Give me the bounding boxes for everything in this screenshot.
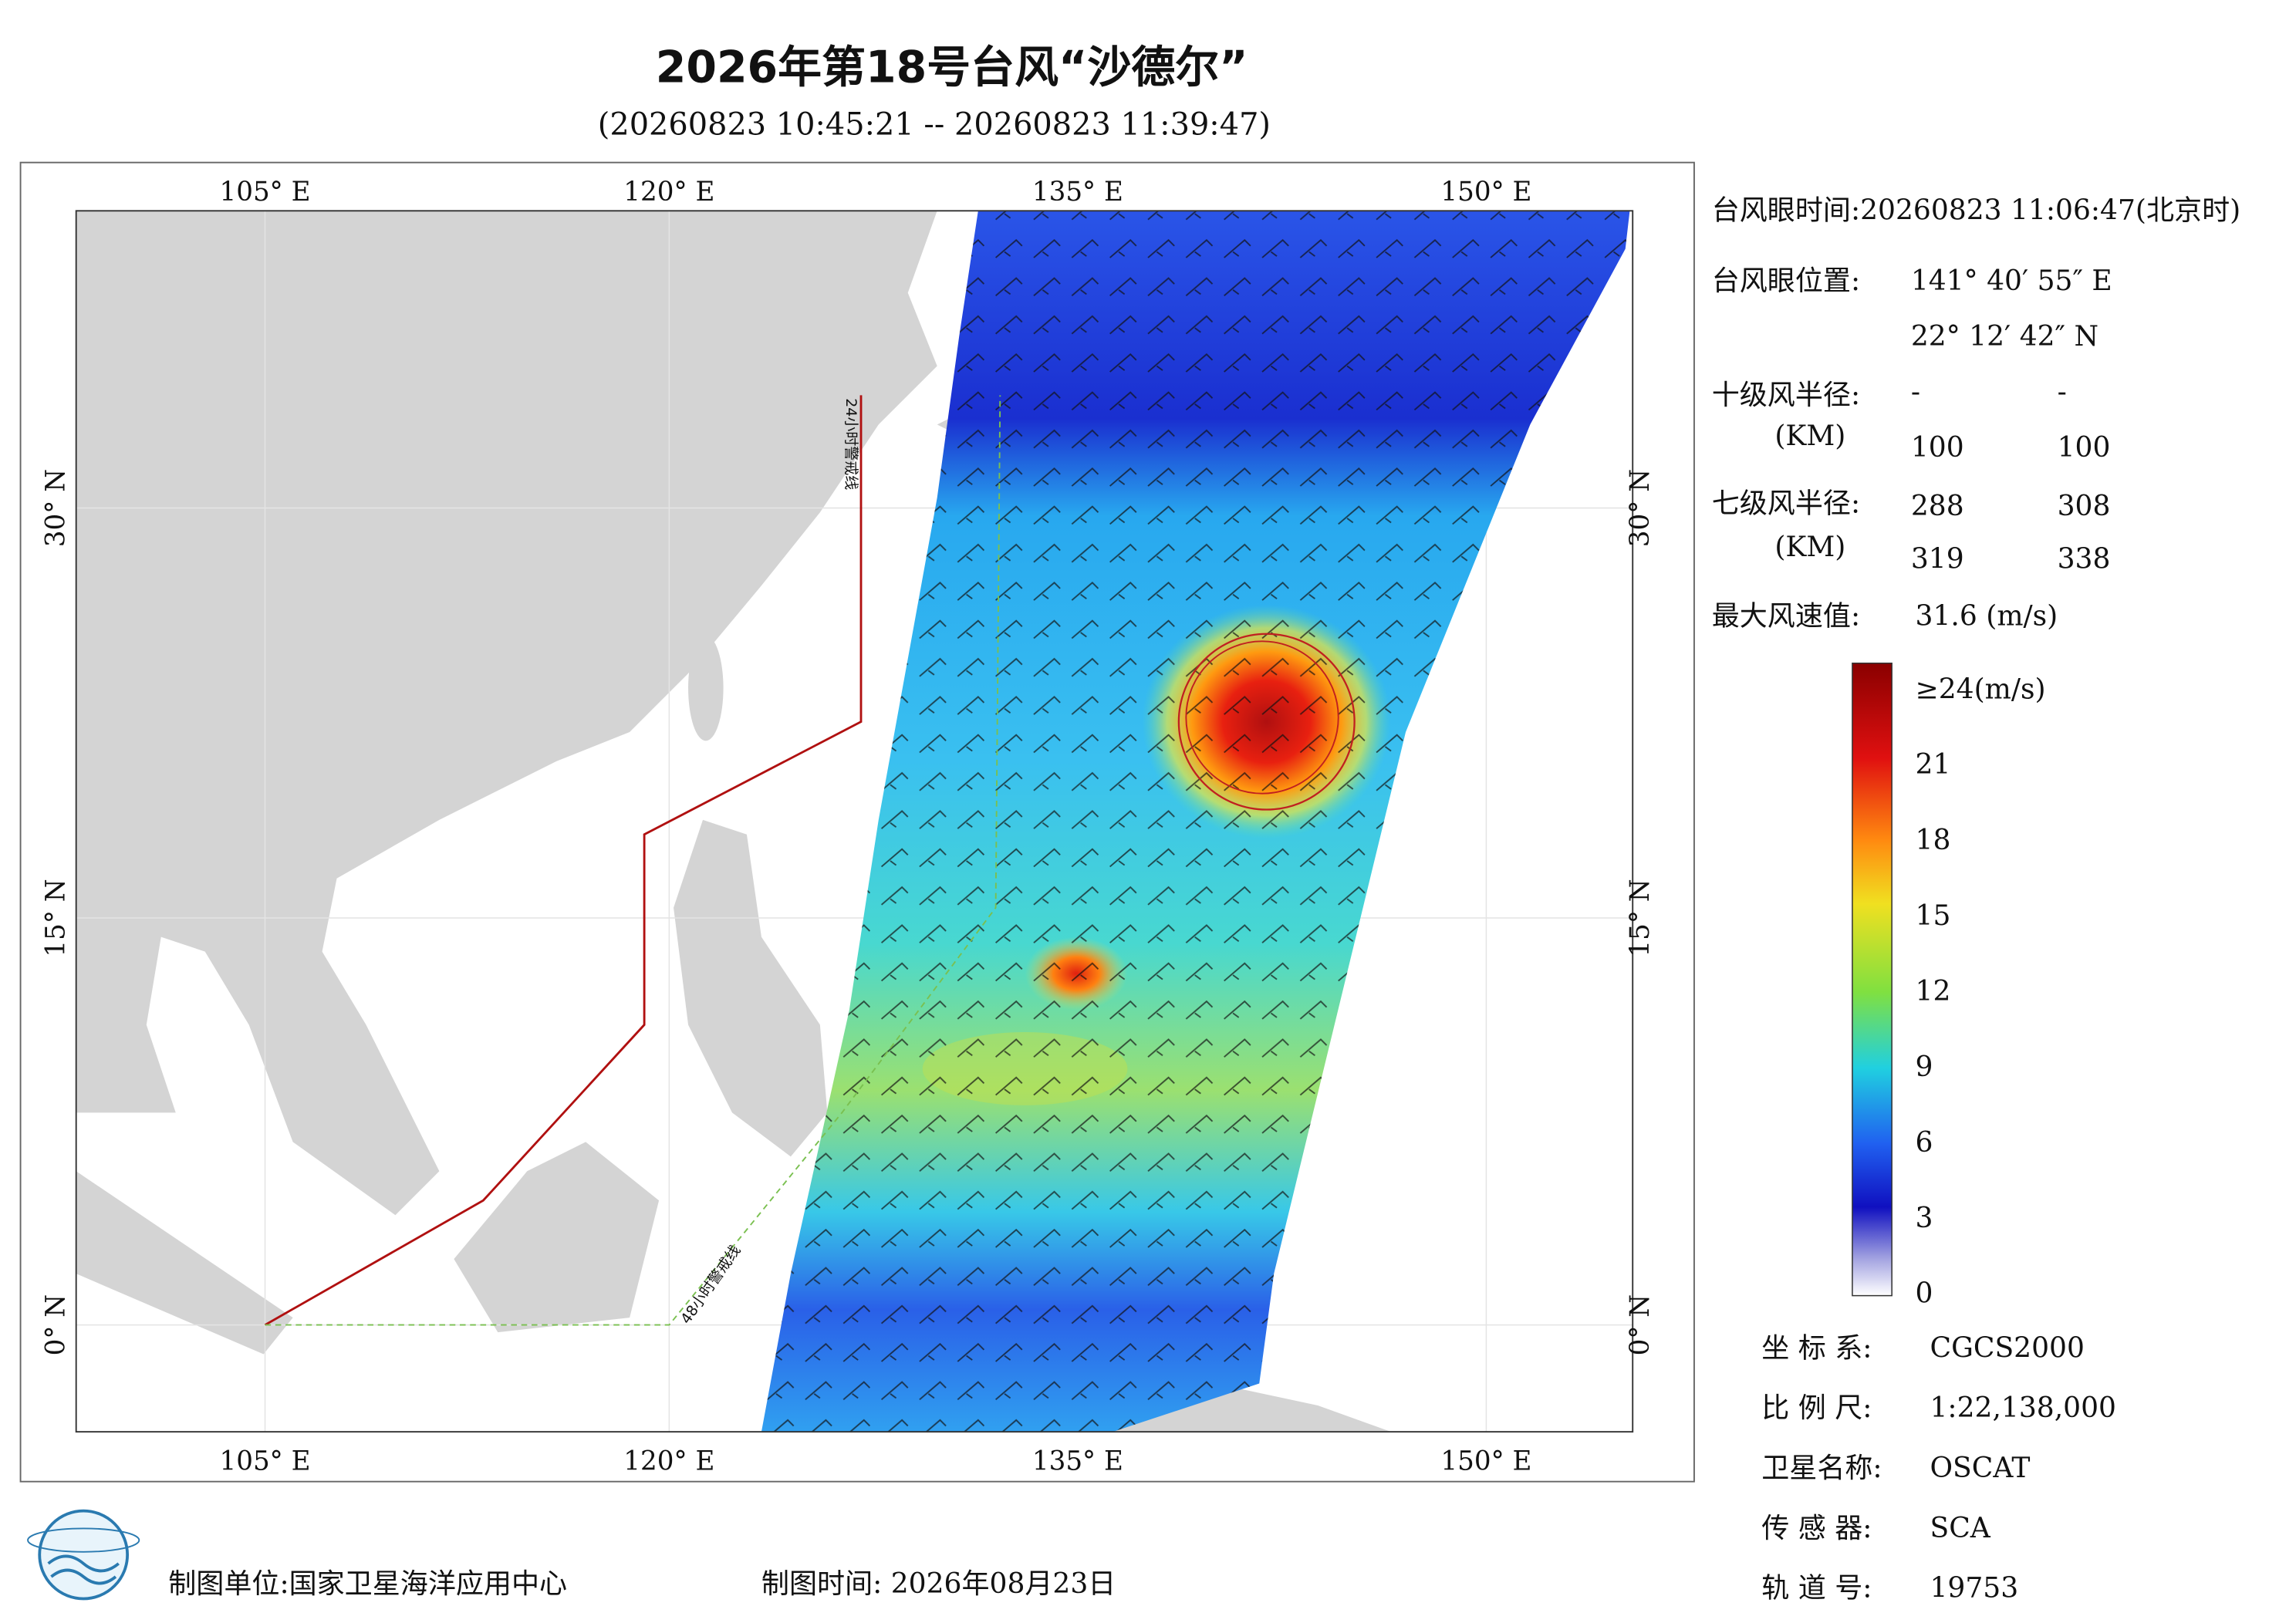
meta-value: SCA (1930, 1512, 1991, 1544)
meta-label: 坐 标 系: (1761, 1331, 1872, 1364)
metadata: 坐 标 系: CGCS2000 比 例 尺: 1:22,138,000 卫星名称: OSC… (1761, 1331, 2116, 1604)
colorbar-label: 6 (1916, 1126, 1933, 1159)
meta-label: 轨 道 号: (1761, 1572, 1872, 1604)
colorbar-label: 0 (1916, 1277, 1933, 1310)
colorbar-label: 3 (1916, 1202, 1933, 1234)
eye-lat: 22° 12′ 42″ N (1911, 320, 2098, 353)
colorbar (1852, 662, 1893, 1297)
info-panel: 台风眼时间:20260823 11:06:47(北京时) 台风眼位置: 141°… (1712, 194, 2240, 633)
footer-time: 制图时间: 2026年08月23日 (761, 1567, 1116, 1600)
colorbar-labels: ≥24(m/s) 21 18 15 12 9 6 3 0 (1916, 673, 2046, 1309)
warning-line-24h (264, 395, 863, 1326)
meta-label: 传 感 器: (1761, 1512, 1872, 1544)
colorbar-label: 9 (1916, 1051, 1933, 1083)
axis-labels: 105° E 120° E 135° E 150° E 105° E 120° E 135°… (41, 177, 1656, 1476)
subtitle: (20260823 10:45:21 -- 20260823 11:39:47) (598, 107, 1271, 143)
footer-unit: 制图单位:国家卫星海洋应用中心 (168, 1567, 567, 1600)
colorbar-label: 18 (1916, 824, 1951, 856)
meta-label: 比 例 尺: (1761, 1392, 1872, 1424)
lat-label: 15° N (41, 879, 72, 957)
meta-value: 1:22,138,000 (1930, 1392, 2116, 1424)
radius-value: 308 (2058, 490, 2111, 522)
lat-label: 15° N (1625, 879, 1656, 957)
unit: (KM) (1774, 420, 1845, 452)
eye-lon: 141° 40′ 55″ E (1911, 265, 2112, 297)
radius-value: 100 (1911, 431, 1964, 464)
typhoon-circles (1177, 633, 1356, 811)
radius-value: - (2058, 376, 2067, 408)
colorbar-label: 21 (1916, 748, 1951, 781)
warning-label: 24小时警戒线 (842, 398, 859, 490)
lon-label: 120° E (623, 1446, 714, 1476)
lon-label: 120° E (623, 177, 714, 208)
radius-value: 338 (2058, 542, 2111, 575)
radius-value: 100 (2058, 431, 2111, 464)
radius-value: 319 (1911, 542, 1964, 575)
radius-value: - (1911, 376, 1920, 408)
logo (27, 1509, 140, 1601)
lon-label: 150° E (1440, 1446, 1531, 1476)
meta-value: OSCAT (1930, 1452, 2031, 1484)
lat-label: 0° N (1625, 1294, 1656, 1356)
warning-line-48h (265, 395, 1001, 1326)
info-label: 七级风半径: (1712, 487, 1860, 519)
lon-label: 105° E (219, 1446, 310, 1476)
info-label: 最大风速值: (1712, 599, 1860, 632)
lat-label: 0° N (41, 1294, 72, 1356)
lat-label: 30° N (1625, 469, 1656, 547)
map-frame (19, 161, 1695, 1483)
map: 24小时警戒线 48小时警戒线 (76, 211, 1633, 1432)
radius-value: 288 (1911, 490, 1964, 522)
lon-label: 105° E (219, 177, 310, 208)
lon-label: 150° E (1440, 177, 1531, 208)
unit: (KM) (1774, 531, 1845, 563)
max-wind: 31.6 (m/s) (1916, 599, 2058, 632)
eye-time: 台风眼时间:20260823 11:06:47(北京时) (1712, 194, 2240, 227)
lon-label: 135° E (1032, 177, 1123, 208)
lat-label: 30° N (41, 469, 72, 547)
title: 2026年第18号台风“沙德尔” (656, 42, 1248, 93)
meta-value: 19753 (1930, 1572, 2019, 1604)
wind-swath (761, 211, 1630, 1432)
colorbar-label: 15 (1916, 899, 1951, 932)
meta-value: CGCS2000 (1930, 1331, 2085, 1364)
meta-label: 卫星名称: (1761, 1452, 1882, 1484)
colorbar-label: 12 (1916, 975, 1951, 1007)
colorbar-label: ≥24(m/s) (1916, 673, 2046, 705)
map-border (75, 210, 1634, 1433)
info-label: 台风眼位置: (1712, 265, 1860, 297)
info-label: 十级风半径: (1712, 379, 1860, 411)
lon-label: 135° E (1032, 1446, 1123, 1476)
